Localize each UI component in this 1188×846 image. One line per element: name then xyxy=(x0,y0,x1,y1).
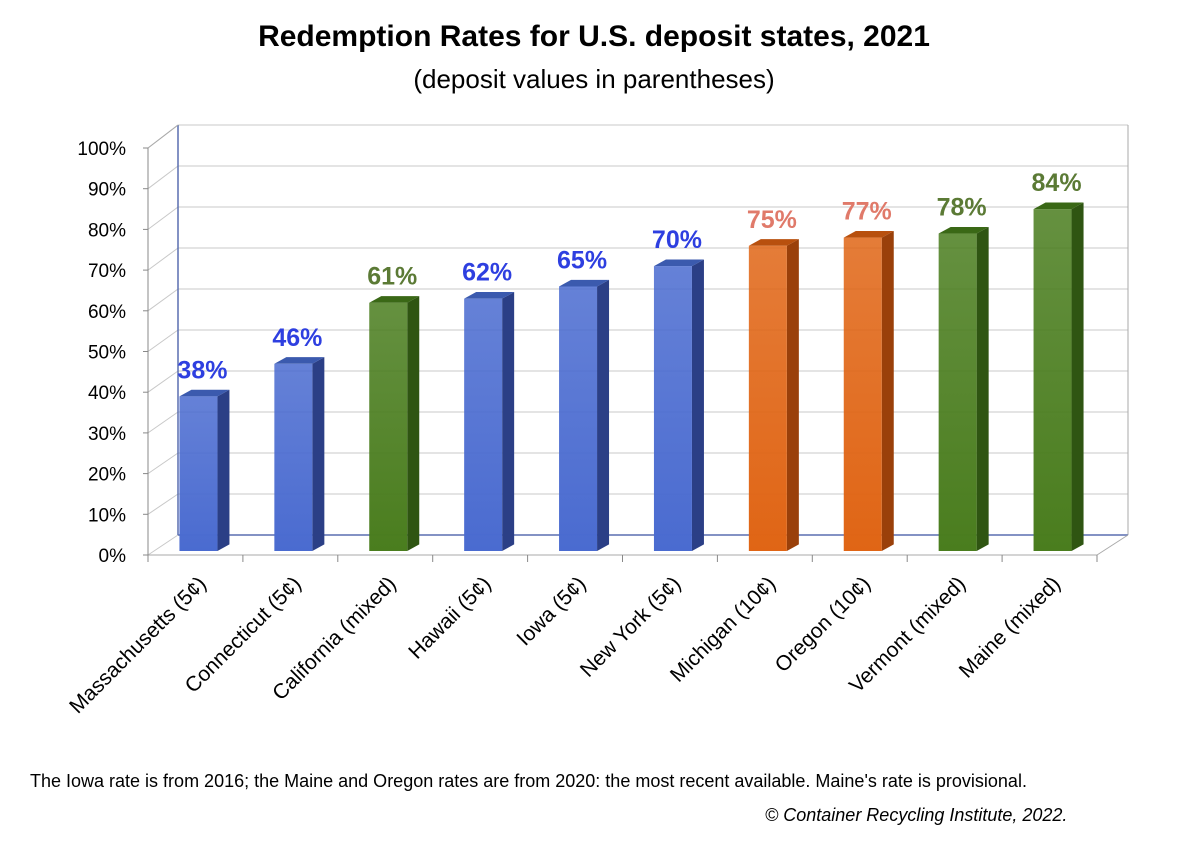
data-label: 78% xyxy=(937,194,987,222)
copyright: © Container Recycling Institute, 2022. xyxy=(765,805,1068,825)
gridline-side xyxy=(147,288,179,312)
bar xyxy=(938,233,977,552)
bar-side xyxy=(1071,202,1084,551)
gridline-side xyxy=(147,370,179,393)
y-tick-label: 50% xyxy=(88,343,126,364)
y-tick-label: 40% xyxy=(88,383,126,404)
side-wall-top-edge xyxy=(147,124,179,149)
x-tick-label: Massachusetts (5¢) xyxy=(65,572,211,718)
x-tick-label: Iowa (5¢) xyxy=(512,572,590,650)
y-tick-label: 20% xyxy=(88,465,126,486)
bar-side xyxy=(597,279,610,551)
bar-side xyxy=(786,239,799,551)
y-tick-label: 70% xyxy=(88,261,126,282)
bar xyxy=(559,286,598,551)
bar xyxy=(653,266,692,551)
chart-title: Redemption Rates for U.S. deposit states… xyxy=(258,20,930,53)
bar-top xyxy=(464,292,515,299)
bar-top xyxy=(274,357,325,364)
data-label: 70% xyxy=(652,226,702,254)
data-label: 62% xyxy=(462,259,512,287)
bar xyxy=(274,363,313,551)
data-label: 46% xyxy=(272,324,322,352)
x-tick-label: Maine (mixed) xyxy=(955,572,1065,682)
bar-side xyxy=(407,296,420,551)
bar-side xyxy=(976,226,989,551)
footnote: The Iowa rate is from 2016; the Maine an… xyxy=(30,771,1027,791)
x-tick-label: Hawaii (5¢) xyxy=(404,572,495,663)
gridline-side xyxy=(147,411,179,434)
bar-top xyxy=(748,239,799,246)
y-tick-label: 100% xyxy=(77,139,126,160)
y-tick-label: 90% xyxy=(88,180,126,201)
gridline-side xyxy=(147,329,179,352)
data-label: 77% xyxy=(842,198,892,226)
y-tick-label: 60% xyxy=(88,302,126,323)
gridline-side xyxy=(147,452,179,475)
gridline-side xyxy=(147,206,179,230)
bar xyxy=(748,245,787,551)
y-tick-label: 0% xyxy=(99,546,127,567)
data-label: 84% xyxy=(1032,169,1082,197)
floor-right-edge xyxy=(1096,534,1129,556)
bar-top xyxy=(653,259,704,267)
bar-side xyxy=(881,231,894,551)
gridline-side xyxy=(147,493,179,515)
bar-top xyxy=(559,279,610,287)
data-label: 38% xyxy=(177,356,227,384)
bar-top xyxy=(369,296,420,303)
bar-top xyxy=(179,389,230,397)
y-tick-label: 30% xyxy=(88,424,126,445)
bar-side xyxy=(502,292,515,551)
bar-side xyxy=(312,357,325,551)
chart-subtitle: (deposit values in parentheses) xyxy=(413,64,775,94)
data-label: 75% xyxy=(747,206,797,234)
data-label: 65% xyxy=(557,246,607,274)
x-tick-label: New York (5¢) xyxy=(576,572,686,682)
gridline-side xyxy=(147,165,179,190)
y-tick-label: 10% xyxy=(88,505,126,526)
bar xyxy=(179,396,218,551)
gridline-side xyxy=(147,534,179,556)
bar xyxy=(843,237,882,552)
bar xyxy=(369,302,408,551)
bar-top xyxy=(938,226,989,234)
gridline-side xyxy=(147,247,179,271)
bar-top xyxy=(843,231,894,238)
bar-chart: 0% 10% 20% 30% 40% 50% 60% 70% 80% 90% 100% 38% Mass… xyxy=(65,124,1129,718)
bar xyxy=(464,298,503,551)
bar xyxy=(1033,209,1072,551)
y-tick-label: 80% xyxy=(88,220,126,241)
x-tick-label: Oregon (10¢) xyxy=(771,572,876,677)
bar-top xyxy=(1033,202,1084,210)
data-label: 61% xyxy=(367,263,417,291)
bar-side xyxy=(217,389,230,551)
bar-side xyxy=(691,259,704,551)
